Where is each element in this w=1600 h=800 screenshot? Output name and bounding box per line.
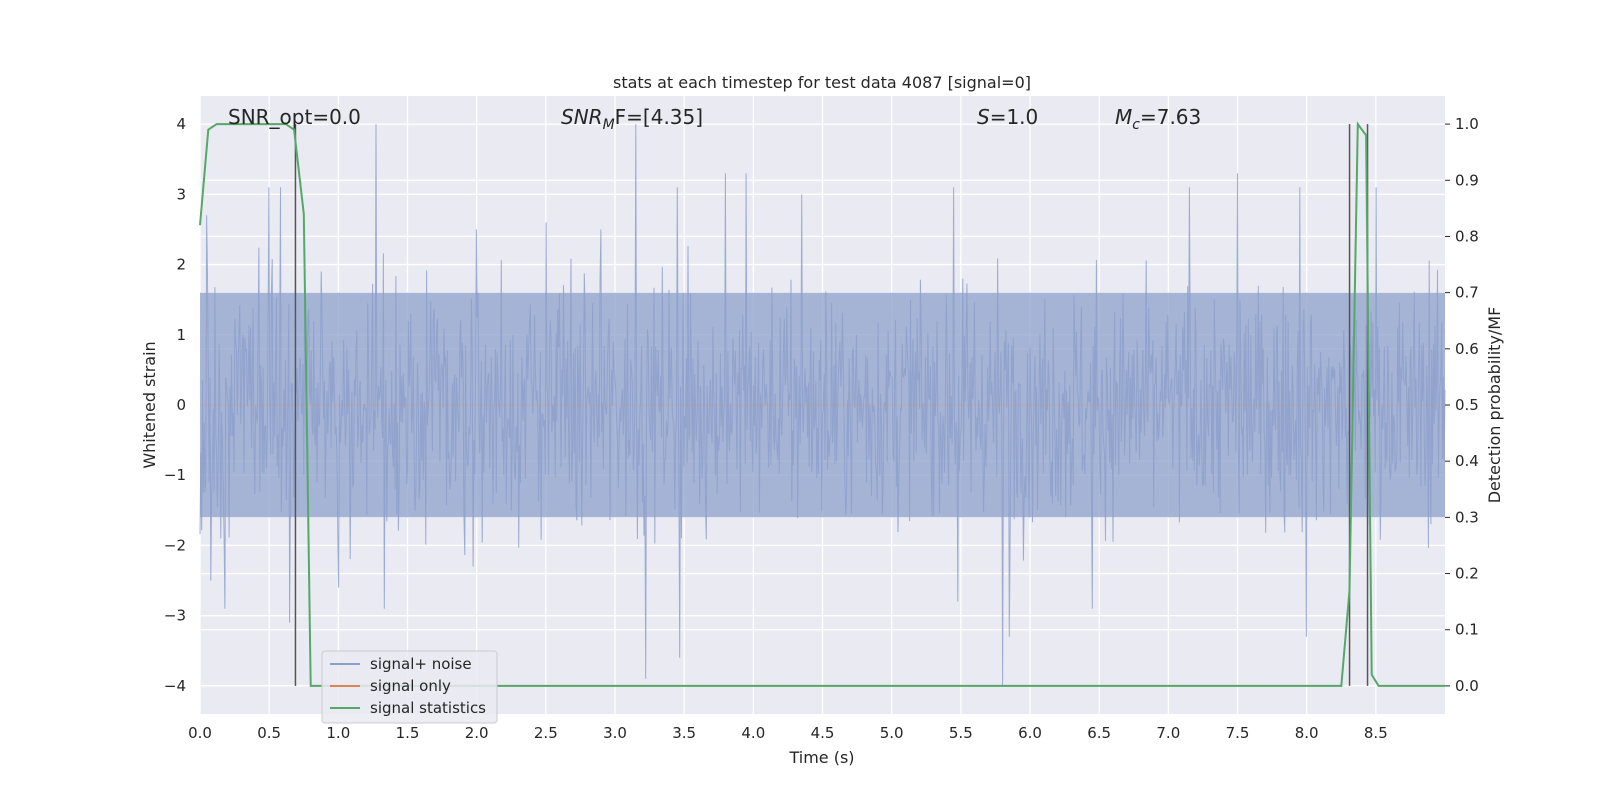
mc-sub: c	[1132, 117, 1140, 133]
annotation-snr-opt: SNR_opt=0.0	[228, 105, 361, 129]
legend-label-signal-statistics: signal statistics	[370, 699, 486, 717]
x-tick-label: 5.5	[949, 724, 973, 742]
snr-mf-sub: M	[603, 117, 615, 133]
x-tick-label: 5.0	[880, 724, 904, 742]
y-axis-label-right: Detection probability/MF	[1485, 307, 1504, 504]
x-axis-label: Time (s)	[788, 748, 854, 767]
x-tick-label: 8.5	[1364, 724, 1388, 742]
x-tick-label: 6.0	[1018, 724, 1042, 742]
legend: signal+ noise signal only signal statist…	[321, 650, 498, 724]
y-right-tick-label: 0.1	[1455, 621, 1479, 639]
y-right-tick-label: 0.8	[1455, 227, 1479, 245]
x-tick-label: 6.5	[1087, 724, 1111, 742]
x-tick-label: 3.5	[672, 724, 696, 742]
x-tick-label: 3.0	[603, 724, 627, 742]
annotation-mc: Mc=7.63	[1115, 105, 1201, 133]
annotation-snr-mf: SNRMF=[4.35]	[561, 105, 703, 133]
y-right-tick-label: 1.0	[1455, 115, 1479, 133]
y-left-tick-label: 1	[176, 326, 186, 344]
x-tick-label: 4.5	[811, 724, 835, 742]
x-tick-label: 0.5	[257, 724, 281, 742]
legend-label-signal-only: signal only	[370, 677, 451, 695]
signal-statistics-line	[199, 121, 1445, 687]
y-left-tick-label: 2	[176, 256, 186, 274]
y-left-tick-label: −3	[164, 607, 186, 625]
x-tick-label: 4.0	[741, 724, 765, 742]
y-right-tick-label: 0.5	[1455, 396, 1479, 414]
signal-noise-series	[199, 124, 1446, 686]
y-right-tick-label: 0.3	[1455, 508, 1479, 526]
y-left-tick-label: −4	[164, 677, 186, 695]
snr-mf-rest: F=[4.35]	[615, 105, 703, 129]
x-tick-label: 1.0	[326, 724, 350, 742]
x-tick-label: 0.0	[188, 724, 212, 742]
snr-mf-main: SNR	[561, 105, 603, 129]
signal-noise-line	[199, 124, 1446, 686]
y-axis-label-left: Whitened strain	[140, 341, 159, 468]
y-right-tick-label: 0.7	[1455, 284, 1479, 302]
y-right-tick-label: 0.4	[1455, 452, 1479, 470]
annotation-s: S=1.0	[977, 105, 1038, 129]
y-left-tick-label: 3	[176, 185, 186, 203]
y-right-tick-label: 0.2	[1455, 565, 1479, 583]
y-right-tick-label: 0.0	[1455, 677, 1479, 695]
x-tick-label: 7.5	[1226, 724, 1250, 742]
mc-label: M	[1115, 105, 1132, 129]
tick-labels: 0.0 0.5 1.0 1.5 2.0 2.5 3.0 3.5 4.0 4.5 5.0 5.5 6.0 6…	[164, 115, 1479, 742]
y-right-tick-label: 0.9	[1455, 171, 1479, 189]
mc-value: =7.63	[1140, 105, 1201, 129]
s-label: S	[977, 105, 990, 129]
x-tick-label: 7.0	[1156, 724, 1180, 742]
y-left-tick-label: 0	[176, 396, 186, 414]
s-value: =1.0	[990, 105, 1039, 129]
x-tick-label: 2.0	[465, 724, 489, 742]
x-tick-label: 2.5	[534, 724, 558, 742]
signal-statistics-series	[199, 121, 1445, 687]
y-right-tick-label: 0.6	[1455, 340, 1479, 358]
y-left-tick-label: 4	[176, 115, 186, 133]
x-tick-label: 8.0	[1295, 724, 1319, 742]
legend-box	[321, 650, 498, 724]
chart-title: stats at each timestep for test data 408…	[613, 73, 1031, 92]
y-left-tick-label: −1	[164, 466, 186, 484]
legend-label-signal-noise: signal+ noise	[370, 655, 472, 673]
y-left-tick-label: −2	[164, 536, 186, 554]
x-tick-label: 1.5	[396, 724, 420, 742]
